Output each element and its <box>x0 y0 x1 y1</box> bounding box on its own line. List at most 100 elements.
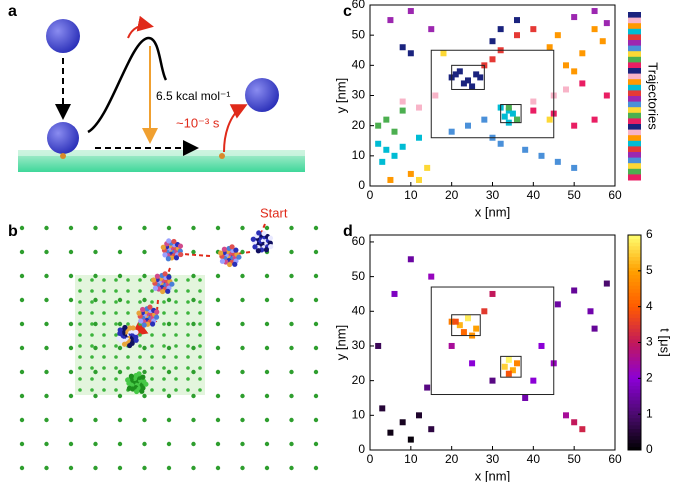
colorbar-tick-label: 2 <box>646 371 653 385</box>
site <box>117 273 123 279</box>
cluster-atom <box>141 322 147 328</box>
point <box>603 20 610 27</box>
site <box>68 417 74 423</box>
point <box>477 74 484 81</box>
site <box>117 345 123 351</box>
point <box>591 325 598 332</box>
colorbar-step <box>628 317 641 322</box>
site <box>44 321 49 327</box>
site <box>313 321 319 327</box>
colorbar-step <box>628 360 641 365</box>
point <box>456 68 463 75</box>
cluster-atom <box>154 273 160 279</box>
site <box>78 366 82 370</box>
site <box>240 465 245 471</box>
cluster-atom <box>229 244 235 250</box>
y-tick-label: 10 <box>352 407 366 421</box>
site <box>313 369 319 375</box>
cluster-atom <box>218 250 224 256</box>
point <box>469 83 476 90</box>
site <box>166 369 172 375</box>
cluster-atom <box>136 371 142 377</box>
site <box>90 388 94 392</box>
x-axis-label: x [nm] <box>475 204 510 219</box>
site <box>166 225 172 231</box>
colorbar-step <box>628 163 641 170</box>
site <box>215 297 221 303</box>
site <box>142 465 147 471</box>
colorbar-step <box>628 310 641 315</box>
site <box>93 297 98 303</box>
site <box>19 225 25 231</box>
point <box>505 104 512 111</box>
colorbar-step <box>628 112 641 119</box>
site <box>68 369 74 375</box>
point <box>489 56 496 63</box>
site <box>44 369 49 375</box>
colorbar-step <box>628 306 641 311</box>
point <box>522 146 529 153</box>
site <box>174 289 178 293</box>
colorbar-step <box>628 23 641 30</box>
region-box <box>451 314 481 337</box>
cluster-atom <box>153 314 160 320</box>
colorbar-step <box>628 399 641 404</box>
site <box>90 300 94 304</box>
site <box>240 297 245 303</box>
site <box>90 366 94 370</box>
site <box>126 311 130 315</box>
point <box>407 436 414 443</box>
cluster-atom <box>165 256 171 262</box>
point <box>538 152 545 159</box>
point <box>571 164 578 171</box>
point <box>383 116 390 123</box>
site <box>138 344 142 348</box>
site <box>240 393 245 399</box>
site <box>44 273 49 279</box>
colorbar-step <box>628 242 641 247</box>
site <box>313 345 319 351</box>
site <box>289 225 294 231</box>
site <box>313 273 319 279</box>
x-tick-label: 40 <box>527 188 541 202</box>
site <box>313 225 319 231</box>
site <box>78 355 82 359</box>
surface-top <box>18 150 305 156</box>
site <box>19 297 25 303</box>
site <box>138 355 142 359</box>
cluster-atom <box>166 274 172 280</box>
colorbar-step <box>628 342 641 347</box>
site <box>240 249 245 255</box>
site <box>198 377 202 381</box>
site <box>264 369 270 375</box>
point <box>428 273 435 280</box>
x-tick-label: 0 <box>367 452 374 466</box>
site <box>240 273 245 279</box>
cluster-atom <box>252 244 258 250</box>
x-tick-label: 10 <box>404 452 418 466</box>
point <box>522 394 529 401</box>
site <box>264 321 270 327</box>
point <box>587 308 594 315</box>
site <box>240 369 245 375</box>
site <box>78 278 82 282</box>
site <box>117 297 123 303</box>
cluster-atom <box>122 324 128 331</box>
anchor <box>219 153 225 159</box>
site <box>126 300 130 304</box>
point <box>563 62 569 69</box>
site <box>198 355 202 359</box>
cluster-atom <box>134 388 140 395</box>
site <box>142 273 147 279</box>
site <box>215 345 221 351</box>
point <box>514 17 520 24</box>
site <box>93 249 98 255</box>
y-tick-label: 10 <box>352 148 366 162</box>
site <box>90 322 94 326</box>
colorbar-step <box>628 389 641 394</box>
site <box>289 273 294 279</box>
lattice <box>19 225 319 471</box>
y-tick-label: 50 <box>352 27 366 41</box>
cluster-atom <box>160 288 166 295</box>
site <box>191 369 196 375</box>
